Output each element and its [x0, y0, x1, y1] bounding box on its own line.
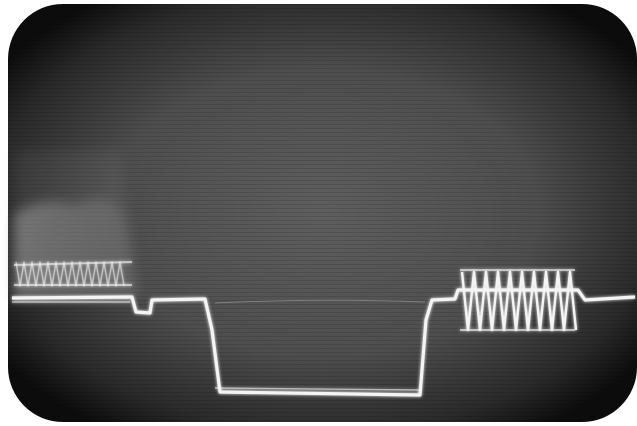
waveform [11, 261, 636, 397]
trace-haze [14, 150, 138, 298]
faint-trace [214, 299, 426, 304]
